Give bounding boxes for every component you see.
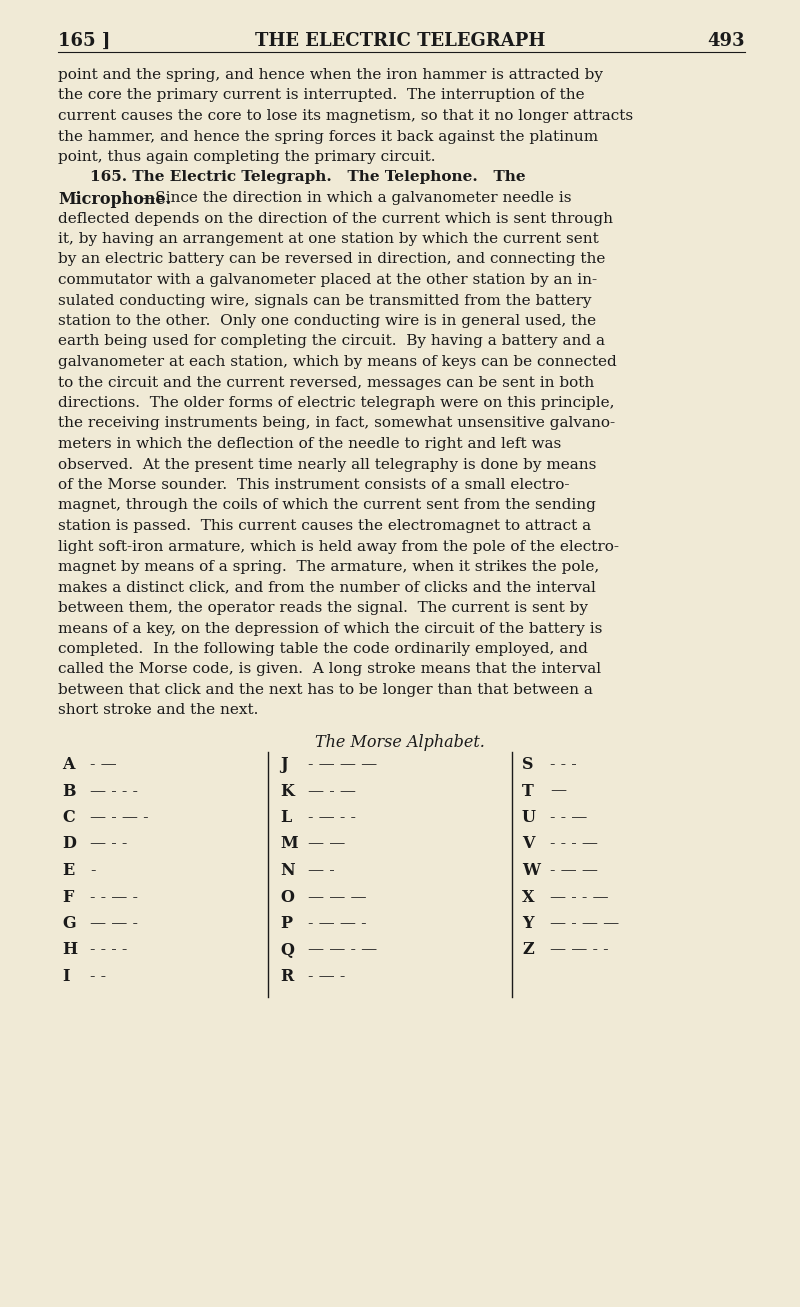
Text: Y: Y	[522, 915, 534, 932]
Text: H: H	[62, 941, 77, 958]
Text: directions.  The older forms of electric telegraph were on this principle,: directions. The older forms of electric …	[58, 396, 614, 410]
Text: THE ELECTRIC TELEGRAPH: THE ELECTRIC TELEGRAPH	[255, 31, 545, 50]
Text: — - —: — - —	[308, 783, 356, 800]
Text: N: N	[280, 863, 294, 880]
Text: — — - -: — — - -	[550, 941, 609, 958]
Text: X: X	[522, 889, 534, 906]
Text: S: S	[522, 755, 534, 772]
Text: the hammer, and hence the spring forces it back against the platinum: the hammer, and hence the spring forces …	[58, 129, 598, 144]
Text: - — — -: - — — -	[308, 915, 366, 932]
Text: M: M	[280, 835, 298, 852]
Text: U: U	[522, 809, 536, 826]
Text: T: T	[522, 783, 534, 800]
Text: makes a distinct click, and from the number of clicks and the interval: makes a distinct click, and from the num…	[58, 580, 596, 595]
Text: — - - —: — - - —	[550, 889, 609, 906]
Text: - — - -: - — - -	[308, 809, 356, 826]
Text: between that click and the next has to be longer than that between a: between that click and the next has to b…	[58, 684, 593, 697]
Text: point and the spring, and hence when the iron hammer is attracted by: point and the spring, and hence when the…	[58, 68, 603, 82]
Text: completed.  In the following table the code ordinarily employed, and: completed. In the following table the co…	[58, 642, 588, 656]
Text: earth being used for completing the circuit.  By having a battery and a: earth being used for completing the circ…	[58, 335, 605, 349]
Text: - - - —: - - - —	[550, 835, 598, 852]
Text: — - -: — - -	[90, 835, 127, 852]
Text: sulated conducting wire, signals can be transmitted from the battery: sulated conducting wire, signals can be …	[58, 294, 591, 307]
Text: R: R	[280, 968, 294, 985]
Text: - — —: - — —	[550, 863, 598, 880]
Text: W: W	[522, 863, 540, 880]
Text: meters in which the deflection of the needle to right and left was: meters in which the deflection of the ne…	[58, 437, 562, 451]
Text: — — - —: — — - —	[308, 941, 378, 958]
Text: — - — —: — - — —	[550, 915, 619, 932]
Text: —: —	[550, 783, 566, 800]
Text: station to the other.  Only one conducting wire is in general used, the: station to the other. Only one conductin…	[58, 314, 596, 328]
Text: A: A	[62, 755, 74, 772]
Text: Z: Z	[522, 941, 534, 958]
Text: — -: — -	[308, 863, 334, 880]
Text: 165. The Electric Telegraph.   The Telephone.   The: 165. The Electric Telegraph. The Telepho…	[90, 170, 526, 184]
Text: - - —: - - —	[550, 809, 587, 826]
Text: J: J	[280, 755, 288, 772]
Text: - - -: - - -	[550, 755, 577, 772]
Text: - — -: - — -	[308, 968, 346, 985]
Text: the core the primary current is interrupted.  The interruption of the: the core the primary current is interrup…	[58, 89, 585, 102]
Text: point, thus again completing the primary circuit.: point, thus again completing the primary…	[58, 150, 435, 163]
Text: — — -: — — -	[90, 915, 138, 932]
Text: -: -	[90, 863, 95, 880]
Text: V: V	[522, 835, 534, 852]
Text: P: P	[280, 915, 292, 932]
Text: L: L	[280, 809, 291, 826]
Text: The Morse Alphabet.: The Morse Alphabet.	[315, 735, 485, 752]
Text: short stroke and the next.: short stroke and the next.	[58, 703, 258, 718]
Text: 165 ]: 165 ]	[58, 31, 110, 50]
Text: F: F	[62, 889, 74, 906]
Text: commutator with a galvanometer placed at the other station by an in-: commutator with a galvanometer placed at…	[58, 273, 597, 288]
Text: between them, the operator reads the signal.  The current is sent by: between them, the operator reads the sig…	[58, 601, 588, 616]
Text: current causes the core to lose its magnetism, so that it no longer attracts: current causes the core to lose its magn…	[58, 108, 633, 123]
Text: it, by having an arrangement at one station by which the current sent: it, by having an arrangement at one stat…	[58, 233, 598, 246]
Text: - - - -: - - - -	[90, 941, 127, 958]
Text: - -: - -	[90, 968, 106, 985]
Text: G: G	[62, 915, 76, 932]
Text: — —: — —	[308, 835, 346, 852]
Text: observed.  At the present time nearly all telegraphy is done by means: observed. At the present time nearly all…	[58, 457, 596, 472]
Text: Q: Q	[280, 941, 294, 958]
Text: I: I	[62, 968, 70, 985]
Text: B: B	[62, 783, 75, 800]
Text: E: E	[62, 863, 74, 880]
Text: deflected depends on the direction of the current which is sent through: deflected depends on the direction of th…	[58, 212, 613, 226]
Text: Microphone.: Microphone.	[58, 191, 171, 208]
Text: magnet by means of a spring.  The armature, when it strikes the pole,: magnet by means of a spring. The armatur…	[58, 559, 599, 574]
Text: - — — —: - — — —	[308, 755, 378, 772]
Text: — - - -: — - - -	[90, 783, 138, 800]
Text: of the Morse sounder.  This instrument consists of a small electro-: of the Morse sounder. This instrument co…	[58, 478, 570, 491]
Text: — - — -: — - — -	[90, 809, 149, 826]
Text: K: K	[280, 783, 294, 800]
Text: called the Morse code, is given.  A long stroke means that the interval: called the Morse code, is given. A long …	[58, 663, 601, 677]
Text: station is passed.  This current causes the electromagnet to attract a: station is passed. This current causes t…	[58, 519, 591, 533]
Text: - —: - —	[90, 755, 117, 772]
Text: means of a key, on the depression of which the circuit of the battery is: means of a key, on the depression of whi…	[58, 622, 602, 635]
Text: O: O	[280, 889, 294, 906]
Text: C: C	[62, 809, 74, 826]
Text: 493: 493	[707, 31, 745, 50]
Text: magnet, through the coils of which the current sent from the sending: magnet, through the coils of which the c…	[58, 498, 596, 512]
Text: D: D	[62, 835, 76, 852]
Text: the receiving instruments being, in fact, somewhat unsensitive galvano-: the receiving instruments being, in fact…	[58, 417, 615, 430]
Text: galvanometer at each station, which by means of keys can be connected: galvanometer at each station, which by m…	[58, 356, 617, 369]
Text: — — —: — — —	[308, 889, 366, 906]
Text: light soft-iron armature, which is held away from the pole of the electro-: light soft-iron armature, which is held …	[58, 540, 619, 553]
Text: - - — -: - - — -	[90, 889, 138, 906]
Text: —Since the direction in which a galvanometer needle is: —Since the direction in which a galvanom…	[141, 191, 572, 205]
Text: to the circuit and the current reversed, messages can be sent in both: to the circuit and the current reversed,…	[58, 375, 594, 389]
Text: by an electric battery can be reversed in direction, and connecting the: by an electric battery can be reversed i…	[58, 252, 606, 267]
